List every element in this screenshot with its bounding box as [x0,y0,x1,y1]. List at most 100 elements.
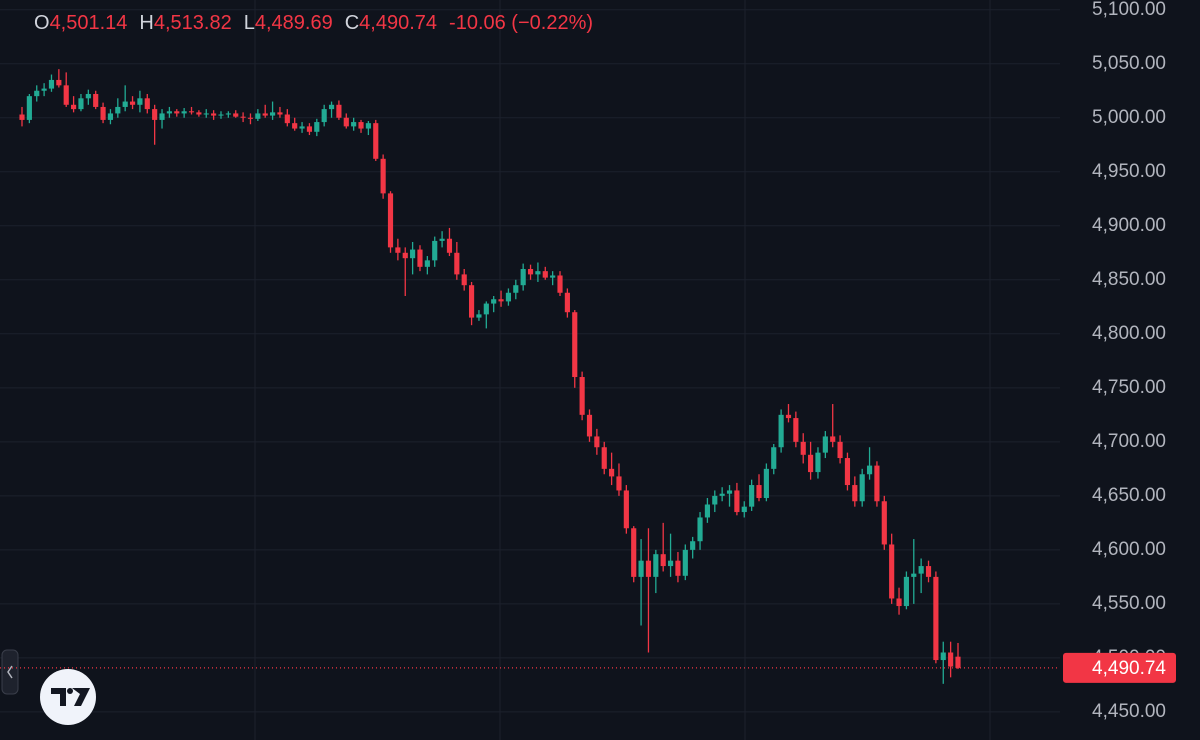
y-tick-label: 4,550.00 [1092,593,1166,614]
candle-body [815,452,821,473]
candle-body [550,275,556,278]
candle-body [129,101,136,105]
candle-body [756,485,762,499]
last-price-box [1063,652,1176,683]
header-value: 4,490.74 [359,12,437,34]
collapse-tab[interactable] [1,649,19,695]
candle-body [940,652,946,661]
candle-body [439,238,445,241]
candle-body [660,554,666,567]
candle-body [225,113,231,115]
candle-body [535,271,541,275]
candle-body [778,414,784,448]
tab-box[interactable] [1,649,19,695]
candle-body [667,560,674,567]
candle-body [557,275,563,293]
candle-body [166,111,172,114]
candle-body [579,377,585,415]
candle-body [240,116,246,118]
candle-body [852,485,858,502]
candle-body [800,441,806,455]
header-key: O [34,12,50,34]
candle-body [262,113,268,116]
candle-body [925,566,932,577]
candle-body [19,114,25,120]
header-value: 4,501.14 [50,12,128,34]
candle-body [712,495,718,505]
price-axis: 4,450.004,500.004,550.004,600.004,650.00… [1092,0,1166,722]
candle-body [115,106,121,114]
candle-body [476,314,482,318]
header-change: -10.06 (−0.22%) [449,12,593,34]
candle-body [933,576,939,661]
candle-body [159,113,165,120]
candle-body [822,436,828,453]
y-tick-label: 4,700.00 [1092,431,1166,452]
candle-body [483,303,489,315]
candle-body [461,274,467,286]
logo-mark[interactable] [51,688,90,706]
candle-body [306,126,313,132]
candle-body [572,312,578,378]
candle-body [690,541,696,550]
candle-body [380,158,386,194]
candle-body [542,271,548,278]
candle-body [719,493,725,496]
candle-body [358,122,364,129]
candle-body [586,414,593,437]
candle-body [292,123,298,129]
chevron[interactable] [7,665,13,679]
header-key: H [139,12,153,34]
candle-body [918,566,924,574]
candle-body [34,90,40,97]
candle-body [793,418,799,442]
candle-body [63,85,69,105]
candle-body [763,468,769,499]
candle-body [527,268,534,275]
candle-body [424,260,430,267]
candle-body [432,240,438,261]
y-tick-label: 4,800.00 [1092,323,1166,344]
candle-body [830,436,836,442]
y-tick-label: 5,050.00 [1092,53,1166,74]
candle-body [505,292,512,302]
candle-body [623,490,629,529]
candle-body [299,126,305,129]
candle-body [107,113,114,120]
ohlc-header: O4,501.14 H4,513.82 L4,489.69 C4,490.74 -10.… [34,12,593,34]
candle-body [196,112,202,115]
candle-body [328,104,335,110]
candle-body [491,299,497,304]
logo-circle[interactable] [40,669,96,725]
candle-body [211,113,217,116]
candle-body [71,104,77,110]
logo-dot[interactable] [67,688,73,694]
y-tick-label: 4,850.00 [1092,269,1166,290]
y-tick-label: 5,100.00 [1092,0,1166,20]
candle-body [321,109,327,123]
candle-body [314,122,320,132]
y-tick-label: 4,950.00 [1092,161,1166,182]
candle-body [152,109,158,120]
candle-body [771,447,777,469]
candle-body [144,98,150,110]
candle-body [704,504,710,518]
candle-body [373,123,379,159]
candle-body [520,268,526,286]
candle-body [645,560,652,577]
candle-body [395,247,401,253]
candle-body [881,501,887,545]
candle-body [609,468,615,477]
candle-body [948,652,954,667]
candle-body [387,193,394,248]
candle-body [137,98,143,105]
candle-body [808,454,814,473]
candle-body [417,249,423,267]
y-tick-label: 4,450.00 [1092,701,1166,722]
candle-body [616,476,622,491]
logo[interactable] [40,669,96,725]
candle-body [837,441,843,459]
candle-body [955,656,961,668]
